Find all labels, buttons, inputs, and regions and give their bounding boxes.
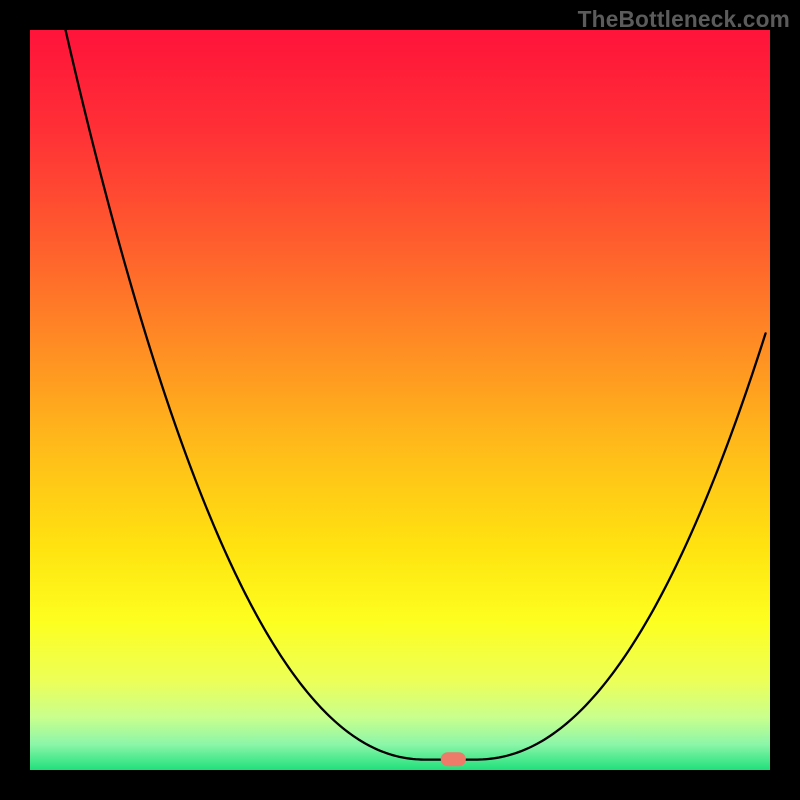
chart-stage: TheBottleneck.com [0,0,800,800]
bottleneck-curve-chart [0,0,800,800]
gradient-background [30,30,770,770]
optimal-point-marker [441,752,466,766]
watermark-label: TheBottleneck.com [578,6,790,33]
